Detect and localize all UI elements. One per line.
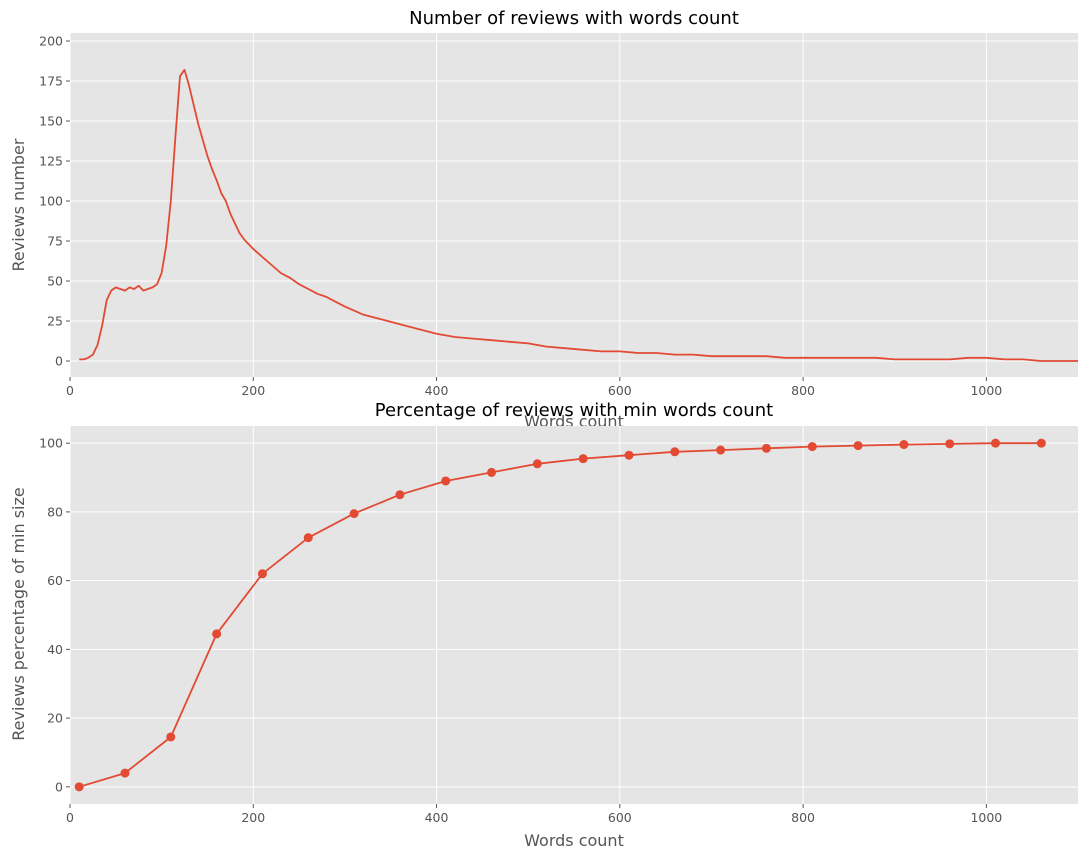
data-point xyxy=(716,445,726,455)
y-tick-label: 100 xyxy=(39,194,63,209)
data-point xyxy=(853,441,863,451)
data-point xyxy=(1036,438,1046,448)
data-point xyxy=(899,440,909,450)
data-point xyxy=(945,439,955,449)
x-tick-label: 600 xyxy=(608,810,632,825)
data-point xyxy=(487,467,497,477)
x-tick-label: 400 xyxy=(425,810,449,825)
y-tick-label: 60 xyxy=(47,573,63,588)
data-point xyxy=(670,447,680,457)
series-line xyxy=(79,68,1078,362)
chart-title: Percentage of reviews with min words cou… xyxy=(375,400,773,421)
data-point xyxy=(578,454,588,464)
data-point xyxy=(349,509,359,519)
y-tick-label: 0 xyxy=(55,354,63,369)
chart-title: Number of reviews with words count xyxy=(409,8,739,29)
y-tick-label: 0 xyxy=(55,779,63,794)
y-tick-label: 150 xyxy=(39,114,63,129)
chart-min-words-percentage: 0 200 400 600 800 1000 0 20 40 60 80 100 Percentage… xyxy=(9,400,1078,850)
x-tick-label: 400 xyxy=(425,383,449,398)
data-point xyxy=(761,443,771,453)
data-point xyxy=(166,732,176,742)
y-tick-label: 175 xyxy=(39,74,63,89)
data-point xyxy=(441,476,451,486)
y-tick-label: 50 xyxy=(47,274,63,289)
series-line xyxy=(78,442,1042,788)
y-axis-label: Reviews number xyxy=(9,138,28,271)
x-tick-label: 0 xyxy=(66,383,74,398)
x-tick-label: 800 xyxy=(791,810,815,825)
data-point xyxy=(257,569,267,579)
y-tick-label: 80 xyxy=(47,504,63,519)
data-point xyxy=(212,629,222,639)
y-tick-label: 100 xyxy=(39,436,63,451)
x-tick-label: 1000 xyxy=(970,383,1002,398)
x-tick-label: 800 xyxy=(791,383,815,398)
data-point xyxy=(991,438,1001,448)
y-tick-label: 40 xyxy=(47,642,63,657)
x-axis-label: Words count xyxy=(524,831,624,850)
y-tick-label: 75 xyxy=(47,234,63,249)
data-point xyxy=(120,768,130,778)
data-point xyxy=(624,450,634,460)
plot-area xyxy=(70,33,1078,377)
y-tick-label: 20 xyxy=(47,711,63,726)
y-axis-label: Reviews percentage of min size xyxy=(9,487,28,740)
x-tick-label: 200 xyxy=(241,810,265,825)
y-tick-label: 25 xyxy=(47,314,63,329)
chart-word-count-histogram: 0 200 400 600 800 10000255075100125150175200 … xyxy=(9,8,1078,431)
data-point xyxy=(807,442,817,452)
x-tick-label: 0 xyxy=(66,810,74,825)
x-tick-label: 600 xyxy=(608,383,632,398)
y-tick-label: 125 xyxy=(39,154,63,169)
y-tick-label: 200 xyxy=(39,34,63,49)
plot-area xyxy=(70,426,1078,804)
data-point xyxy=(395,490,405,500)
x-tick-label: 1000 xyxy=(970,810,1002,825)
data-point xyxy=(303,533,313,543)
x-tick-label: 200 xyxy=(241,383,265,398)
data-point xyxy=(74,782,84,792)
data-point xyxy=(532,459,542,469)
